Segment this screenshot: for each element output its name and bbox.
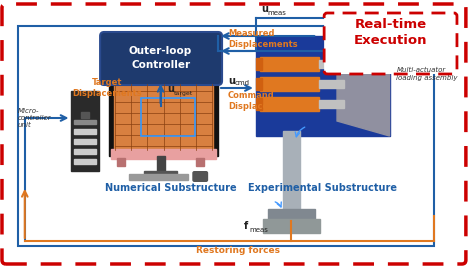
Bar	[74, 139, 96, 144]
Text: target: target	[173, 91, 193, 96]
Bar	[319, 60, 344, 68]
Text: Outer-loop
Controller: Outer-loop Controller	[129, 46, 192, 70]
Text: Real-time
Execution: Real-time Execution	[354, 18, 427, 47]
Text: $\mathbf{u}$: $\mathbf{u}$	[261, 4, 269, 14]
Text: Experimental Substructure: Experimental Substructure	[247, 183, 397, 193]
Bar	[114, 83, 213, 151]
Text: Micro-
controller
unit: Micro- controller unit	[18, 108, 52, 128]
Bar	[141, 98, 195, 136]
Bar	[260, 97, 319, 111]
Bar	[256, 58, 262, 70]
Bar	[268, 209, 315, 221]
Text: Restoring forces: Restoring forces	[196, 246, 280, 255]
Text: Measured
Displacements: Measured Displacements	[228, 29, 298, 49]
Bar	[156, 156, 164, 173]
Text: $\mathbf{u}$: $\mathbf{u}$	[166, 84, 175, 94]
Bar	[256, 98, 262, 110]
Bar	[74, 120, 96, 124]
Bar	[144, 171, 177, 176]
Bar	[319, 80, 344, 88]
Bar	[196, 158, 204, 166]
FancyBboxPatch shape	[100, 32, 222, 85]
Text: Target
Displacements: Target Displacements	[72, 78, 142, 98]
FancyBboxPatch shape	[2, 4, 466, 264]
Bar	[109, 76, 218, 156]
Bar	[319, 100, 344, 108]
Bar	[256, 36, 390, 136]
Bar	[74, 129, 96, 134]
Text: $\mathbf{u}$: $\mathbf{u}$	[228, 76, 236, 86]
Bar	[74, 159, 96, 164]
Bar	[263, 219, 320, 233]
FancyBboxPatch shape	[324, 13, 457, 74]
Text: $\mathbf{f}$: $\mathbf{f}$	[243, 219, 249, 231]
Text: meas: meas	[250, 227, 269, 233]
Text: cmd: cmd	[235, 80, 250, 86]
Bar	[111, 149, 216, 159]
Bar	[283, 131, 301, 216]
Bar	[256, 78, 262, 90]
Polygon shape	[337, 36, 390, 136]
Text: Command
Displacements: Command Displacements	[228, 91, 298, 111]
Bar	[117, 158, 125, 166]
Text: meas: meas	[268, 10, 286, 16]
Bar	[74, 149, 96, 154]
Bar	[129, 174, 188, 180]
Text: Numerical Substructure: Numerical Substructure	[105, 183, 237, 193]
Text: Multi-actuator
loading assembly: Multi-actuator loading assembly	[396, 67, 458, 81]
Bar	[72, 91, 99, 171]
FancyBboxPatch shape	[192, 171, 208, 182]
Bar	[81, 112, 89, 118]
Bar	[260, 57, 319, 71]
Bar	[260, 77, 319, 91]
